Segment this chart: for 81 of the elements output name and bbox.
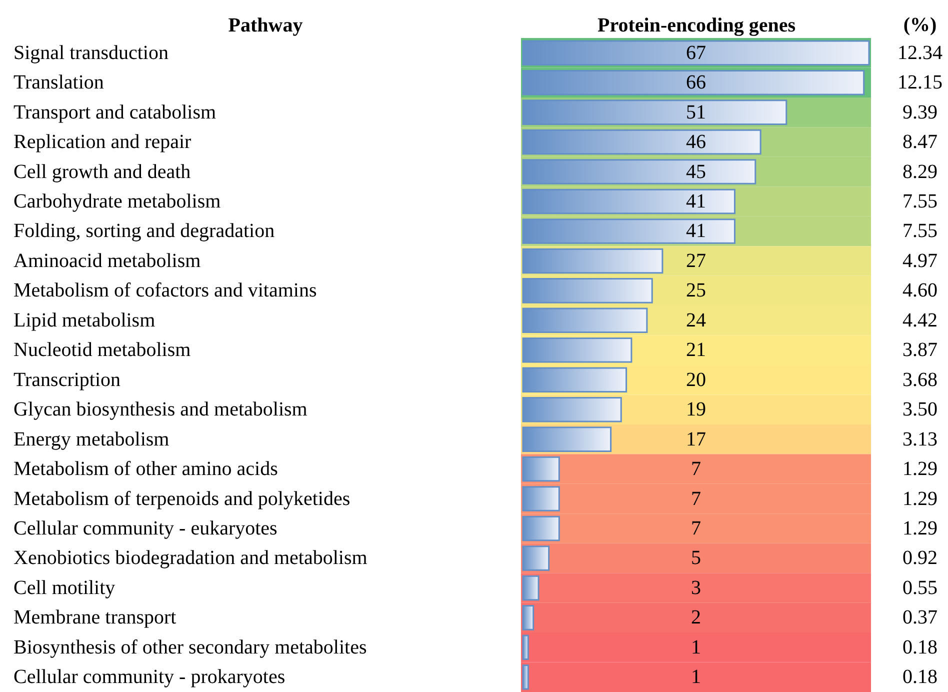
bar [522,605,534,630]
data-label: 1 [691,636,701,658]
y-tick-label: Aminoacid metabolism [14,250,202,272]
data-label: 2 [691,606,701,629]
data-label: 7 [691,518,701,540]
y2-tick-label: 3.13 [902,428,938,450]
bar [522,396,622,422]
y2-tick-label: 1.29 [902,488,938,510]
data-label: 1 [691,666,701,688]
y-tick-label: Nucleotid metabolism [14,339,192,362]
bar [522,634,529,660]
y2-tick-label: 3.50 [902,398,938,421]
data-label: 67 [686,42,706,64]
y-tick-label: Folding, sorting and degradation [14,220,275,242]
y-tick-label: Translation [14,72,104,94]
data-label: 19 [686,398,706,421]
y2-tick-label: 12.34 [898,42,942,64]
y-tick-label: Metabolism of terpenoids and polyketides [14,488,350,510]
data-label: 7 [691,458,701,480]
data-label: 46 [686,131,706,154]
y-tick-label: Membrane transport [14,606,177,629]
data-label: 45 [686,160,706,183]
bar [522,367,628,393]
y2-tick-label: 4.60 [902,280,938,302]
y2-tick-label: 1.29 [902,458,938,480]
bar [522,337,632,363]
bar [522,426,612,452]
bar [522,486,560,512]
y-tick-label: Replication and repair [14,131,192,154]
y-tick-label: Signal transduction [14,42,168,64]
y2-tick-label: 7.55 [902,190,938,212]
data-label: 51 [686,101,706,124]
y2-tick-label: 0.37 [902,606,938,629]
data-label: 20 [686,368,706,391]
y2-tick-label: 0.55 [902,576,938,599]
x-axis-title: Protein-encoding genes [598,14,796,36]
data-label: 24 [686,309,706,332]
y2-tick-label: 0.18 [902,666,938,688]
y2-tick-label: 0.92 [902,547,938,570]
y-axis-title: Pathway [228,14,303,36]
y-tick-label: Glycan biosynthesis and metabolism [14,398,308,421]
data-label: 21 [686,339,706,362]
y2-tick-label: 1.29 [902,518,938,540]
bar [522,546,550,571]
y2-tick-label: 12.15 [898,72,942,94]
y2-tick-label: 3.87 [902,339,938,362]
bar [522,575,540,601]
data-label: 5 [691,547,701,570]
data-label: 41 [686,190,706,212]
y2-axis-title: (%) [903,14,937,36]
y2-tick-label: 7.55 [902,220,938,242]
data-label: 3 [691,576,701,599]
bar [522,664,529,690]
y-tick-label: Xenobiotics biodegradation and metabolism [14,547,368,570]
y2-tick-label: 3.68 [902,368,938,391]
y2-tick-label: 8.29 [902,160,938,183]
y2-tick-label: 4.97 [902,250,938,272]
bar [522,516,560,542]
bar [522,456,560,482]
y-tick-label: Lipid metabolism [14,309,156,332]
data-label: 25 [686,280,706,302]
y-tick-label: Cellular community - prokaryotes [14,666,286,688]
data-label: 66 [686,72,706,94]
y-tick-label: Cellular community - eukaryotes [14,518,278,540]
data-label: 27 [686,250,706,272]
y-tick-label: Cell motility [14,576,116,599]
y-tick-label: Metabolism of other amino acids [14,458,278,480]
data-label: 7 [691,488,701,510]
y2-tick-label: 9.39 [902,101,938,124]
y-tick-label: Cell growth and death [14,160,191,183]
data-label: 41 [686,220,706,242]
y-tick-label: Carbohydrate metabolism [14,190,222,212]
y-tick-label: Biosynthesis of other secondary metabolites [14,636,367,658]
data-label: 17 [686,428,706,450]
y-tick-label: Metabolism of cofactors and vitamins [14,280,317,302]
y2-tick-label: 8.47 [902,131,938,154]
y-tick-label: Energy metabolism [14,428,170,450]
y2-tick-label: 4.42 [902,309,938,332]
y-tick-label: Transport and catabolism [14,101,217,124]
y2-tick-label: 0.18 [902,636,938,658]
y-tick-label: Transcription [14,368,121,391]
